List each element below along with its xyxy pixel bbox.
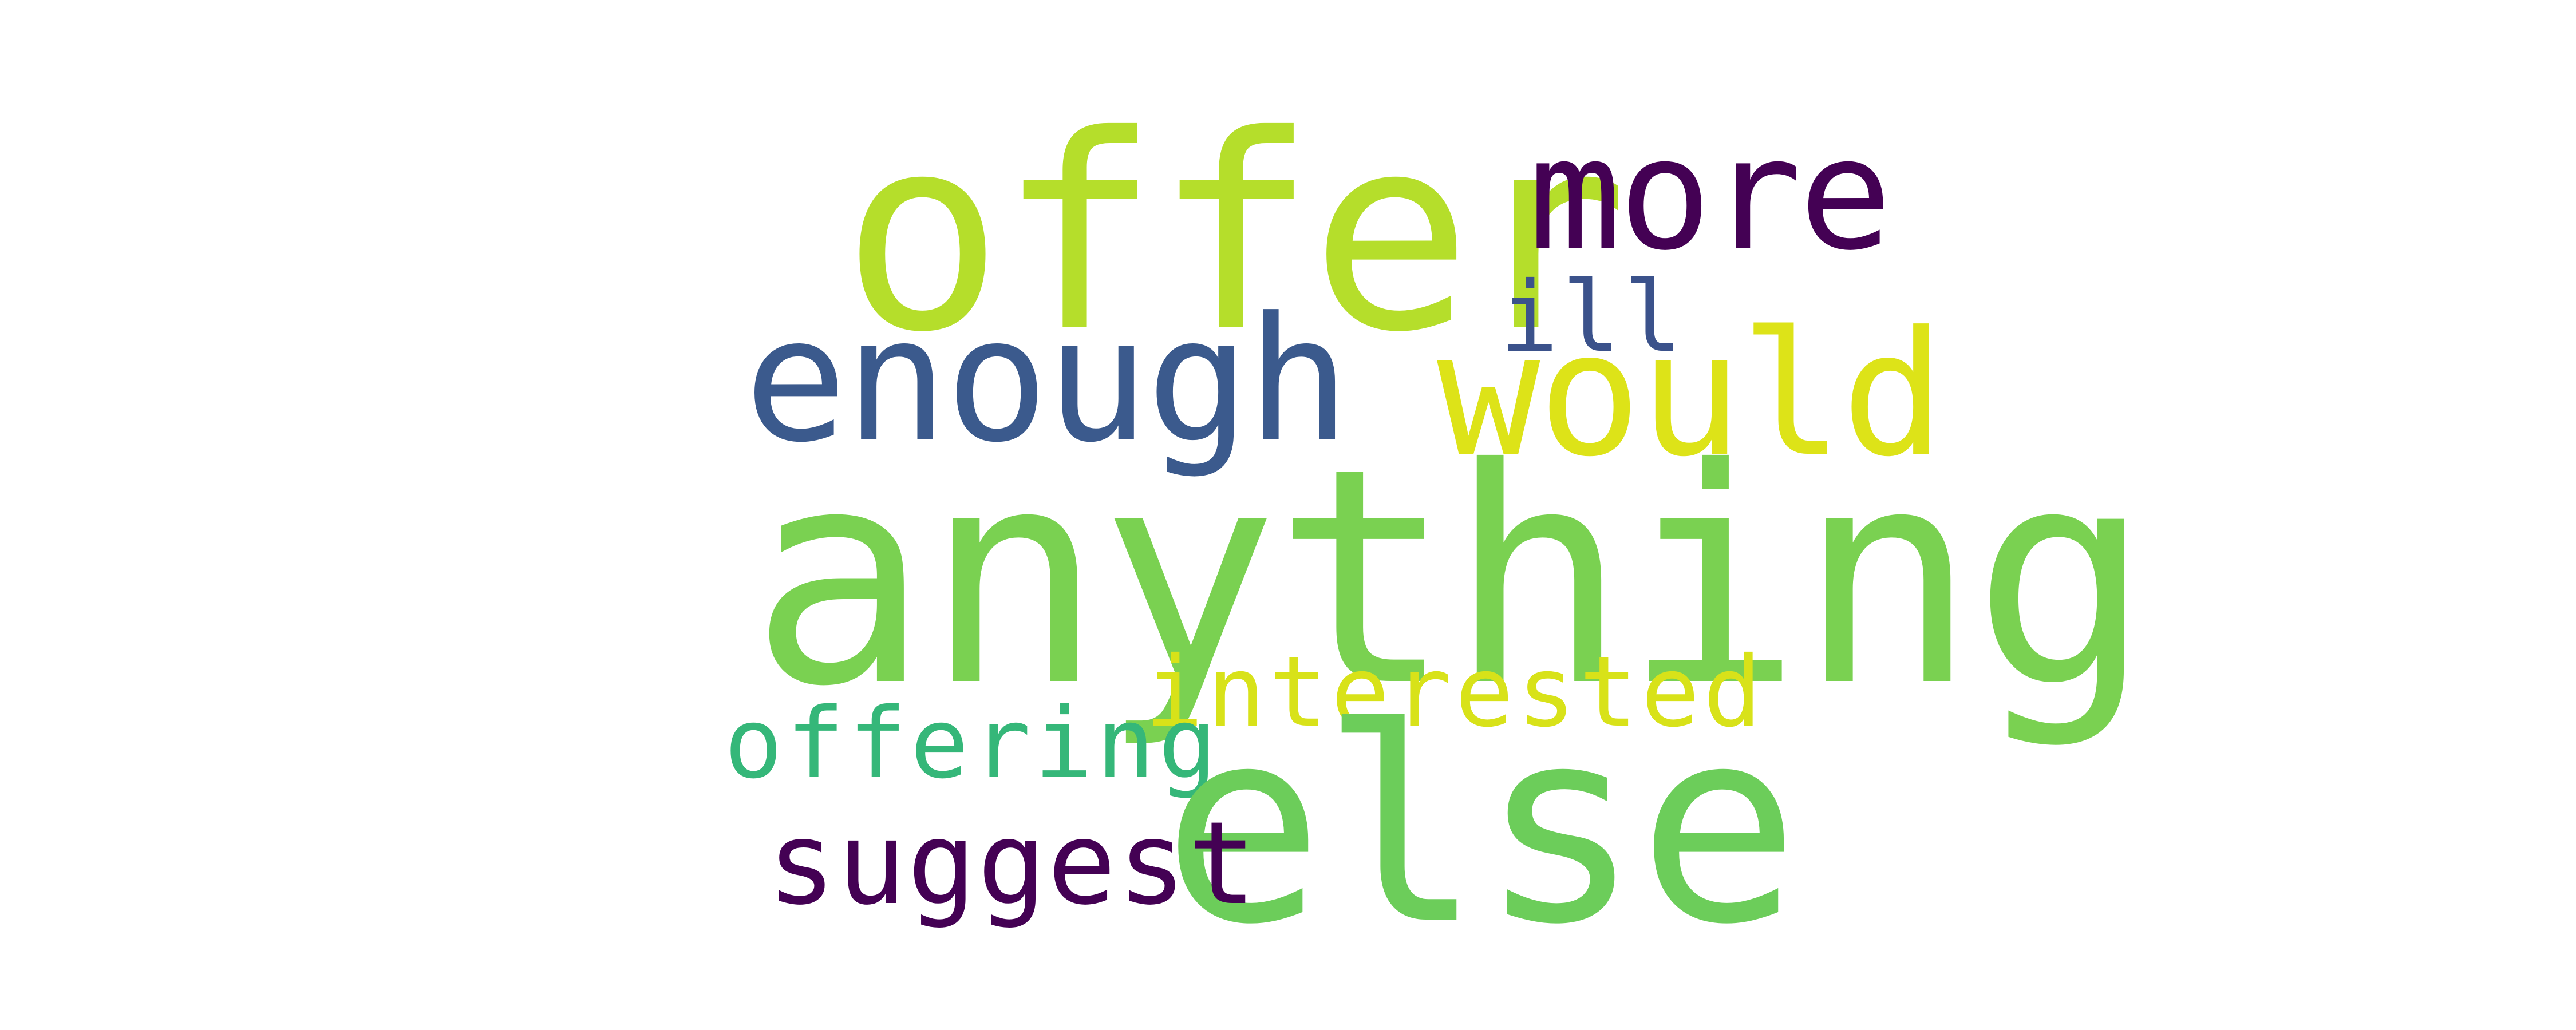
word-enough: enough	[744, 280, 1350, 480]
word-anything: anything	[750, 405, 2152, 751]
word-offer: offer	[841, 78, 1629, 391]
word-ill: ill	[1500, 261, 1686, 374]
word-would: would	[1437, 295, 1945, 494]
word-suggest: suggest	[767, 797, 1258, 930]
word-offering: offering	[724, 687, 1220, 801]
word-interested: interested	[1145, 636, 1765, 749]
word-else: else	[1162, 670, 1800, 983]
word-more: more	[1528, 104, 1892, 284]
